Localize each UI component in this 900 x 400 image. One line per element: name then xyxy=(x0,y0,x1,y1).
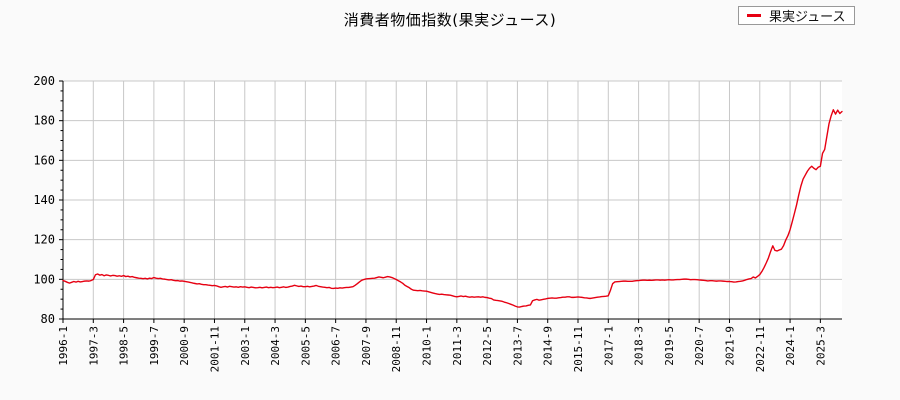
x-tick-label: 2005-5 xyxy=(299,326,312,366)
legend-line-sample-icon xyxy=(747,14,761,17)
x-tick-label: 1999-7 xyxy=(148,326,161,366)
y-tick-label: 180 xyxy=(33,114,55,128)
x-tick-label: 1996-1 xyxy=(57,326,70,366)
y-tick-label: 140 xyxy=(33,193,55,207)
y-tick-label: 160 xyxy=(33,153,55,167)
x-tick-label: 2022-11 xyxy=(754,326,767,372)
y-tick-label: 80 xyxy=(41,312,55,326)
x-tick-label: 2014-9 xyxy=(542,326,555,366)
x-tick-label: 2015-11 xyxy=(572,326,585,372)
x-tick-label: 2006-7 xyxy=(330,326,343,366)
x-tick-label: 1998-5 xyxy=(118,326,131,366)
x-tick-label: 2007-9 xyxy=(360,326,373,366)
x-tick-label: 2020-7 xyxy=(693,326,706,366)
x-tick-label: 2008-11 xyxy=(390,326,403,372)
x-tick-label: 2017-1 xyxy=(602,326,615,366)
x-tick-label: 2019-5 xyxy=(663,326,676,366)
x-tick-label: 2001-11 xyxy=(208,326,221,372)
legend-series-label: 果実ジュース xyxy=(769,10,846,25)
x-tick-label: 2010-1 xyxy=(421,326,434,366)
x-tick-label: 2003-1 xyxy=(239,326,252,366)
y-tick-label: 120 xyxy=(33,233,55,247)
y-tick-label: 100 xyxy=(33,272,55,286)
page-title: 消費者物価指数(果実ジュース) xyxy=(343,11,557,29)
series-line-fruit-juice xyxy=(62,109,843,308)
y-tick-label: 200 xyxy=(33,74,55,88)
x-tick-label: 2000-9 xyxy=(178,326,191,366)
x-tick-label: 2012-5 xyxy=(481,326,494,366)
x-tick-label: 2021-9 xyxy=(723,326,736,366)
x-tick-label: 2011-3 xyxy=(451,326,464,366)
x-tick-label: 2004-3 xyxy=(269,326,282,366)
x-tick-label: 2025-3 xyxy=(814,326,827,366)
legend: 果実ジュース xyxy=(738,6,855,25)
x-tick-label: 2018-3 xyxy=(633,326,646,366)
x-tick-label: 2024-1 xyxy=(784,326,797,366)
x-tick-label: 2013-7 xyxy=(511,326,524,366)
x-tick-label: 1997-3 xyxy=(87,326,100,366)
